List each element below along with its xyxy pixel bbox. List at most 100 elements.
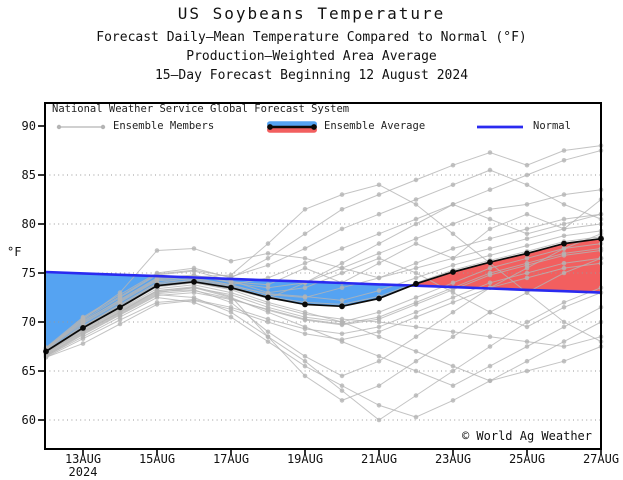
ensemble-member-point [413,270,419,276]
ensemble-average-point [339,303,345,310]
ensemble-member-point [413,216,419,222]
x-tick-label-25AUG: 25AUG [508,452,546,466]
ensemble-member-point [450,202,456,207]
ensemble-average-point [376,295,382,302]
ensemble-member-point [413,241,419,246]
ensemble-average-point [524,250,530,257]
ensemble-member-point [339,388,345,393]
ensemble-member-point [265,282,271,288]
ensemble-member-point [561,192,567,197]
ensemble-member-point [561,319,567,325]
ensemble-member-point [561,358,567,364]
ensemble-member-line [45,243,602,353]
ensemble-member-point [524,324,530,330]
ensemble-member-point [524,358,530,364]
ensemble-member-point [339,298,345,303]
ensemble-member-point [450,231,456,237]
ensemble-average-point [117,304,123,311]
ensemble-average-point [228,284,234,291]
ensemble-member-point [265,255,271,261]
ensemble-member-point [339,246,345,251]
x-tick-label-27AUG: 27AUG [582,452,620,466]
ensemble-member-point [339,373,345,379]
ensemble-member-line [45,203,602,354]
ensemble-member-point [117,310,123,316]
ensemble-member-point [561,344,567,349]
ensemble-member-point [524,202,530,207]
ensemble-member-point [376,192,382,197]
ensemble-member-point [339,226,345,232]
ensemble-member-point [376,211,382,217]
ensemble-member-point [376,354,382,359]
y-tick-label-80: 80 [21,216,36,231]
ensemble-average-point [561,240,567,247]
ensemble-member-point [376,182,382,188]
ensemble-member-point [339,331,345,337]
ensemble-member-point [302,326,308,332]
y-tick-label-70: 70 [21,314,36,329]
ensemble-member-point [413,309,419,315]
ensemble-member-point [376,403,382,408]
ensemble-member-line [45,213,602,352]
ensemble-member-point [450,162,456,168]
ensemble-member-point [154,248,160,253]
ensemble-member-point [413,202,419,207]
ensemble-average-point [191,278,197,285]
ensemble-member-point [339,322,345,328]
ensemble-member-point [524,162,530,168]
ensemble-member-point [524,255,530,261]
ensemble-member-point [487,167,493,173]
ensemble-member-point [302,294,308,299]
x-tick-label-15AUG: 15AUG [138,452,176,466]
ensemble-member-point [561,148,567,153]
ensemble-member-point [413,295,419,300]
ensemble-member-point [191,267,197,273]
ensemble-member-point [524,211,530,217]
ensemble-member-point [487,253,493,258]
ensemble-member-point [413,324,419,330]
ensemble-member-point [413,177,419,183]
ensemble-member-point [117,321,123,327]
y-tick-label-90: 90 [21,118,36,133]
ensemble-member-point [80,315,86,321]
x-tick-label-21AUG: 21AUG [360,452,398,466]
ensemble-member-point [413,265,419,271]
ensemble-member-line [45,287,602,421]
x-tick-label-13AUG: 13AUG [64,452,102,466]
ensemble-member-point [561,270,567,276]
ensemble-member-point [450,383,456,389]
ensemble-member-point [302,309,308,315]
ensemble-member-point [265,251,271,256]
ensemble-member-point [524,290,530,295]
ensemble-member-point [487,265,493,271]
x-tick-label-23AUG: 23AUG [434,452,472,466]
ensemble-member-point [413,314,419,320]
chart-subtitle-2: Production—Weighted Area Average [186,49,437,64]
chart-subtitle-3: 15—Day Forecast Beginning 12 August 2024 [154,68,469,83]
ensemble-average-point [413,280,419,287]
ensemble-member-point [265,339,271,344]
ensemble-member-point [302,358,308,364]
ensemble-member-point [154,291,160,296]
ensemble-member-point [339,260,345,266]
ensemble-member-point [302,331,308,337]
ensemble-member-point [376,383,382,389]
y-tick-label-75: 75 [21,265,36,280]
ensemble-member-point [450,309,456,315]
ensemble-member-point [450,363,456,369]
x-tick-label-17AUG: 17AUG [212,452,250,466]
ensemble-member-point [561,221,567,227]
ensemble-member-point [302,285,308,291]
ensemble-member-point [487,246,493,251]
legend-average-blue-band [267,121,317,127]
legend-header: National Weather Service Global Forecast… [52,103,350,115]
ensemble-member-point [561,233,567,239]
ensemble-member-point [228,258,234,264]
ensemble-member-point [524,339,530,344]
ensemble-member-point [413,368,419,374]
ensemble-member-point [450,182,456,188]
ensemble-member-point [376,334,382,340]
warmer-than-normal-fill [411,238,601,293]
